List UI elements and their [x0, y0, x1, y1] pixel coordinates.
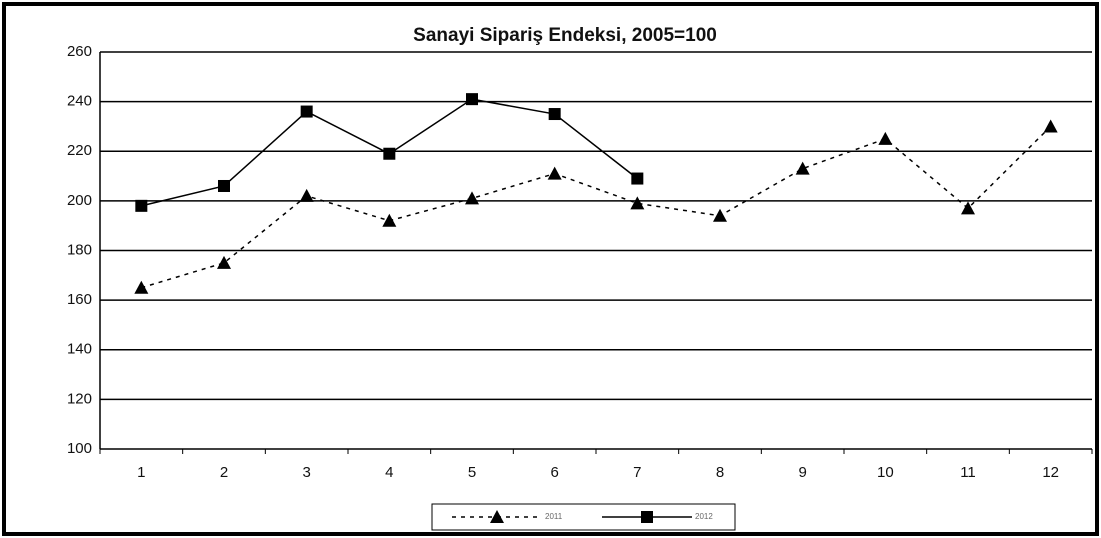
y-tick-label: 160 [67, 291, 92, 308]
legend-label: 2012 [695, 512, 713, 521]
x-tick-label: 8 [716, 464, 724, 481]
y-tick-label: 200 [67, 192, 92, 209]
y-tick-label: 120 [67, 390, 92, 407]
point [135, 199, 148, 212]
y-tick-label: 140 [67, 341, 92, 358]
x-tick-label: 2 [220, 464, 228, 481]
point [630, 196, 645, 210]
y-tick-label: 260 [67, 43, 92, 60]
x-tick-label: 10 [877, 464, 894, 481]
point [961, 201, 975, 215]
point [134, 280, 149, 294]
legend-marker [490, 510, 504, 523]
point [466, 93, 478, 106]
point [218, 179, 230, 192]
x-tick-label: 5 [468, 464, 476, 481]
legend-marker [641, 511, 653, 523]
point [547, 166, 562, 180]
point [300, 105, 313, 118]
y-tick-label: 100 [67, 440, 92, 457]
point [631, 172, 644, 185]
chart-title: Sanayi Sipariş Endeksi, 2005=100 [413, 25, 717, 46]
point [383, 147, 396, 160]
series-line [141, 125, 1052, 289]
x-tick-label: 9 [798, 464, 806, 481]
y-tick-label: 180 [67, 241, 92, 258]
point [548, 108, 561, 121]
x-tick-label: 4 [385, 464, 393, 481]
point [465, 191, 479, 205]
x-tick-label: 1 [137, 464, 145, 481]
y-tick-label: 240 [67, 93, 92, 110]
x-tick-label: 7 [633, 464, 641, 481]
x-tick-label: 12 [1042, 464, 1059, 481]
y-tick-label: 220 [67, 142, 92, 159]
point [713, 208, 727, 222]
point [878, 131, 893, 145]
x-tick-label: 3 [302, 464, 310, 481]
point [382, 213, 397, 227]
x-tick-label: 6 [550, 464, 558, 481]
x-tick-label: 11 [960, 464, 976, 481]
point [299, 188, 314, 202]
point [217, 255, 231, 269]
point [1043, 119, 1058, 133]
point [795, 161, 810, 175]
legend-label: 2011 [545, 512, 563, 521]
